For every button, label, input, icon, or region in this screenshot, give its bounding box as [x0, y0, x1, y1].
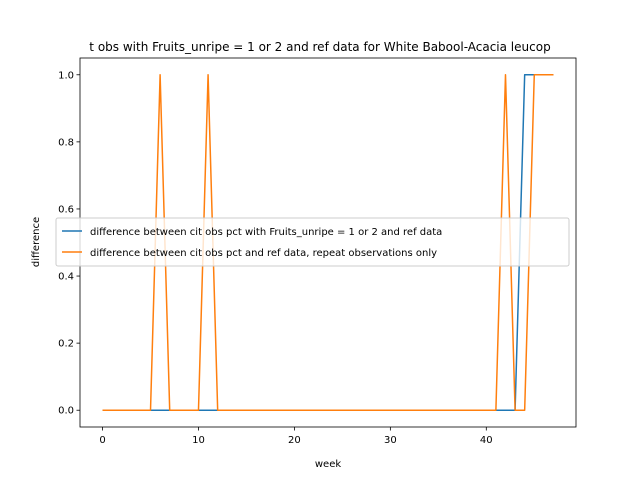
- x-tick-label: 20: [288, 435, 301, 446]
- y-tick-label: 0.4: [58, 272, 74, 283]
- y-tick-label: 0.0: [58, 406, 74, 417]
- x-tick-label: 30: [384, 435, 397, 446]
- legend-label-2: difference between cit obs pct and ref d…: [90, 248, 437, 259]
- legend-box: [55, 217, 570, 267]
- y-tick-label: 0.6: [58, 204, 74, 215]
- chart-title: t obs with Fruits_unripe = 1 or 2 and re…: [89, 40, 550, 54]
- legend-label-1: difference between cit obs pct with Frui…: [90, 227, 442, 238]
- x-tick-label: 0: [99, 435, 105, 446]
- legend: difference between cit obs pct with Frui…: [55, 217, 570, 267]
- x-tick-label: 40: [480, 435, 493, 446]
- y-axis-label: difference: [31, 217, 42, 267]
- y-tick-label: 1.0: [58, 70, 74, 81]
- x-axis-label: week: [315, 459, 341, 470]
- y-tick-label: 0.8: [58, 137, 74, 148]
- series-line-2: [102, 74, 554, 411]
- y-tick-label: 0.2: [58, 339, 74, 350]
- x-tick-label: 10: [192, 435, 205, 446]
